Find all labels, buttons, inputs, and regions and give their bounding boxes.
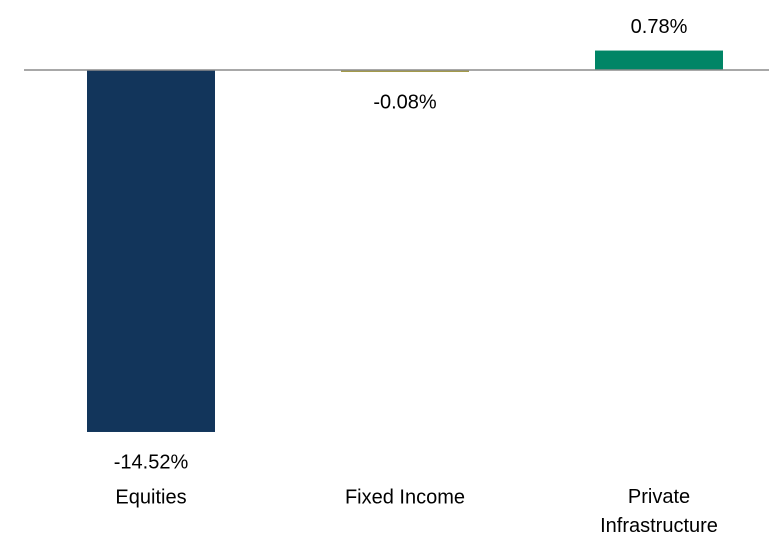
value-label: -0.08% <box>373 91 437 113</box>
x-tick-label: Private Infrastructure <box>600 486 718 537</box>
x-tick-label: Fixed Income <box>345 486 465 508</box>
bar <box>595 50 723 70</box>
bar <box>341 70 469 72</box>
value-label: 0.78% <box>631 16 688 38</box>
bar <box>87 70 215 432</box>
value-label: -14.52% <box>114 451 189 473</box>
x-tick-label: Equities <box>115 486 186 508</box>
